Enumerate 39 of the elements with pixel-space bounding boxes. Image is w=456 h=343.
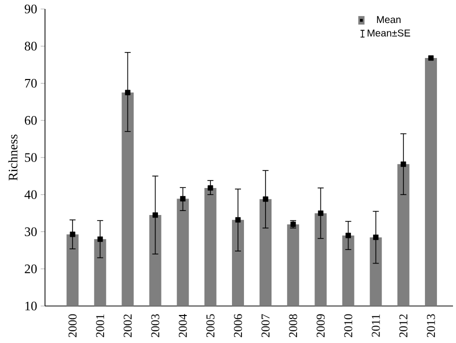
y-tick-label: 50 [25,153,37,162]
y-tick-label: 40 [24,190,37,199]
x-tick-label: 2012 [399,314,408,338]
x-tick-label: 2013 [426,314,435,338]
point [208,185,214,191]
x-tick-label: 2006 [234,314,242,338]
y-tick-label: 80 [24,42,37,50]
point [346,232,351,238]
y-tick-label: 70 [25,78,37,88]
x-tick-label: 2001 [96,314,104,338]
y-tick-label: 10 [25,302,37,310]
x-tick-label: 2003 [151,314,160,338]
point [428,55,434,61]
y-tick-label: 30 [24,227,37,236]
x-tick-label: 2004 [178,314,187,338]
point [180,196,186,202]
point [400,161,406,167]
point [373,234,379,240]
x-tick-label: 2008 [289,314,298,338]
point [318,210,324,216]
x-tick-label: 2005 [206,314,214,338]
x-tick-label: 2007 [262,314,270,338]
point [262,196,268,202]
legend-label: Mean [377,16,401,24]
y-axis-title: Richness [8,134,18,181]
x-tick-label: 2010 [344,314,352,338]
x-tick-label: 2000 [68,314,77,338]
point [235,217,241,223]
point [97,236,103,242]
y-tick-label: 90 [24,4,37,14]
x-tick-label: 2009 [316,314,325,338]
x-tick-label: 2011 [372,314,380,337]
y-tick-label: 20 [24,264,37,274]
annotation: Mean±SE [368,29,410,37]
point [125,90,130,96]
point [70,232,76,238]
point [152,212,158,218]
x-tick-label: 2002 [124,314,132,338]
y-tick-label: 60 [24,116,37,125]
